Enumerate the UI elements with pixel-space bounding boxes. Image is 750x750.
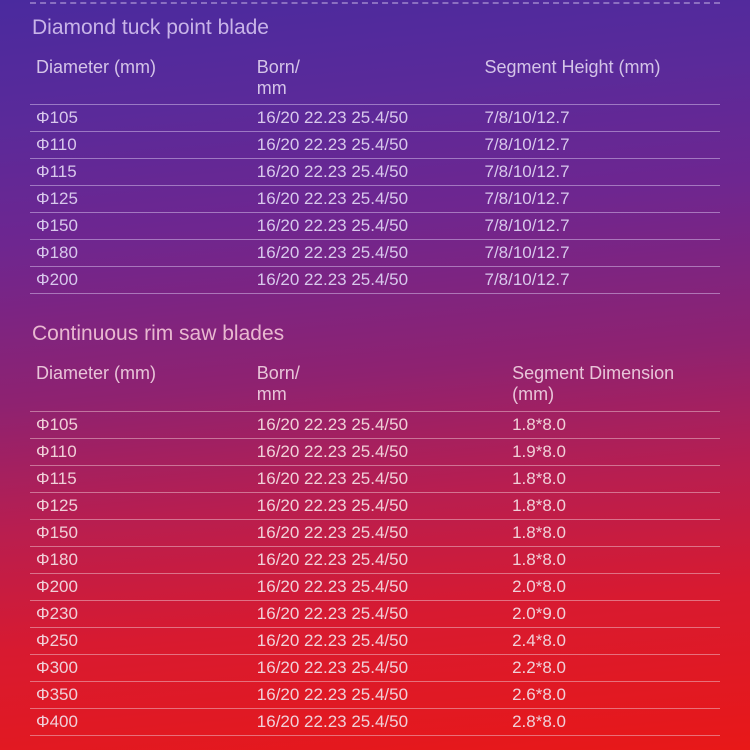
table2-diameter-cell: Φ180	[30, 546, 251, 573]
table2-segment-cell: 2.0*9.0	[506, 600, 720, 627]
table2-segment-cell: 2.0*8.0	[506, 573, 720, 600]
table-row: Φ30016/20 22.23 25.4/502.2*8.0	[30, 654, 720, 681]
table2-header-segment: Segment Dimension (mm)	[506, 360, 720, 411]
table1-diameter-cell: Φ180	[30, 240, 251, 267]
table2-diameter-cell: Φ200	[30, 573, 251, 600]
table-row: Φ23016/20 22.23 25.4/502.0*9.0	[30, 600, 720, 627]
table2-born-cell: 16/20 22.23 25.4/50	[251, 438, 506, 465]
table1-diameter-cell: Φ115	[30, 159, 251, 186]
table1-born-cell: 16/20 22.23 25.4/50	[251, 240, 479, 267]
table2-born-cell: 16/20 22.23 25.4/50	[251, 708, 506, 735]
table2-diameter-cell: Φ125	[30, 492, 251, 519]
table2-diameter-cell: Φ150	[30, 519, 251, 546]
table-row: Φ10516/20 22.23 25.4/501.8*8.0	[30, 411, 720, 438]
table2-born-cell: 16/20 22.23 25.4/50	[251, 627, 506, 654]
table1-born-cell: 16/20 22.23 25.4/50	[251, 159, 479, 186]
table-row: Φ18016/20 22.23 25.4/501.8*8.0	[30, 546, 720, 573]
table2-born-cell: 16/20 22.23 25.4/50	[251, 519, 506, 546]
table-row: Φ15016/20 22.23 25.4/501.8*8.0	[30, 519, 720, 546]
table2-diameter-cell: Φ105	[30, 411, 251, 438]
table1-born-cell: 16/20 22.23 25.4/50	[251, 213, 479, 240]
table2-segment-cell: 1.8*8.0	[506, 519, 720, 546]
table1-header-segment: Segment Height (mm)	[478, 54, 720, 105]
table1-born-cell: 16/20 22.23 25.4/50	[251, 186, 479, 213]
table2-segment-cell: 2.6*8.0	[506, 681, 720, 708]
table-row: Φ20016/20 22.23 25.4/502.0*8.0	[30, 573, 720, 600]
table1-segment-cell: 7/8/10/12.7	[478, 132, 720, 159]
table2-header-row: Diameter (mm) Born/ mm Segment Dimension…	[30, 360, 720, 411]
table2-born-cell: 16/20 22.23 25.4/50	[251, 546, 506, 573]
table-row: Φ11016/20 22.23 25.4/501.9*8.0	[30, 438, 720, 465]
table1-segment-cell: 7/8/10/12.7	[478, 105, 720, 132]
tuck-point-table: Diameter (mm) Born/ mm Segment Height (m…	[30, 54, 720, 294]
table2-diameter-cell: Φ115	[30, 465, 251, 492]
table2-diameter-cell: Φ110	[30, 438, 251, 465]
table1-header-born: Born/ mm	[251, 54, 479, 105]
table2-born-cell: 16/20 22.23 25.4/50	[251, 600, 506, 627]
table-row: Φ11516/20 22.23 25.4/501.8*8.0	[30, 465, 720, 492]
table2-born-cell: 16/20 22.23 25.4/50	[251, 492, 506, 519]
table1-diameter-cell: Φ110	[30, 132, 251, 159]
table2-born-cell: 16/20 22.23 25.4/50	[251, 654, 506, 681]
table2-title: Continuous rim saw blades	[32, 322, 720, 346]
table1-segment-cell: 7/8/10/12.7	[478, 159, 720, 186]
table1-segment-cell: 7/8/10/12.7	[478, 186, 720, 213]
table1-born-cell: 16/20 22.23 25.4/50	[251, 105, 479, 132]
table2-header-born: Born/ mm	[251, 360, 506, 411]
table2-header-diameter: Diameter (mm)	[30, 360, 251, 411]
table2-diameter-cell: Φ400	[30, 708, 251, 735]
table2-diameter-cell: Φ250	[30, 627, 251, 654]
table2-born-cell: 16/20 22.23 25.4/50	[251, 573, 506, 600]
table1-segment-cell: 7/8/10/12.7	[478, 267, 720, 294]
table2-born-cell: 16/20 22.23 25.4/50	[251, 411, 506, 438]
table2-born-cell: 16/20 22.23 25.4/50	[251, 681, 506, 708]
table-row: Φ12516/20 22.23 25.4/501.8*8.0	[30, 492, 720, 519]
table1-segment-cell: 7/8/10/12.7	[478, 240, 720, 267]
table1-diameter-cell: Φ150	[30, 213, 251, 240]
table-row: Φ35016/20 22.23 25.4/502.6*8.0	[30, 681, 720, 708]
continuous-rim-table: Diameter (mm) Born/ mm Segment Dimension…	[30, 360, 720, 735]
table-row: Φ15016/20 22.23 25.4/507/8/10/12.7	[30, 213, 720, 240]
table-row: Φ18016/20 22.23 25.4/507/8/10/12.7	[30, 240, 720, 267]
table1-title: Diamond tuck point blade	[32, 16, 720, 40]
table2-born-cell: 16/20 22.23 25.4/50	[251, 465, 506, 492]
table1-header-row: Diameter (mm) Born/ mm Segment Height (m…	[30, 54, 720, 105]
table1-diameter-cell: Φ200	[30, 267, 251, 294]
table-row: Φ12516/20 22.23 25.4/507/8/10/12.7	[30, 186, 720, 213]
table1-born-cell: 16/20 22.23 25.4/50	[251, 267, 479, 294]
table2-diameter-cell: Φ300	[30, 654, 251, 681]
table2-segment-cell: 1.8*8.0	[506, 465, 720, 492]
table-row: Φ11516/20 22.23 25.4/507/8/10/12.7	[30, 159, 720, 186]
table2-segment-cell: 1.8*8.0	[506, 546, 720, 573]
table-row: Φ10516/20 22.23 25.4/507/8/10/12.7	[30, 105, 720, 132]
table1-diameter-cell: Φ105	[30, 105, 251, 132]
table2-segment-cell: 2.8*8.0	[506, 708, 720, 735]
table2-segment-cell: 1.8*8.0	[506, 492, 720, 519]
table-row: Φ20016/20 22.23 25.4/507/8/10/12.7	[30, 267, 720, 294]
table2-diameter-cell: Φ350	[30, 681, 251, 708]
table2-segment-cell: 1.9*8.0	[506, 438, 720, 465]
table2-segment-cell: 1.8*8.0	[506, 411, 720, 438]
table1-diameter-cell: Φ125	[30, 186, 251, 213]
table1-header-diameter: Diameter (mm)	[30, 54, 251, 105]
top-dashed-divider	[30, 2, 720, 4]
table2-segment-cell: 2.2*8.0	[506, 654, 720, 681]
table2-diameter-cell: Φ230	[30, 600, 251, 627]
table1-segment-cell: 7/8/10/12.7	[478, 213, 720, 240]
table-row: Φ40016/20 22.23 25.4/502.8*8.0	[30, 708, 720, 735]
table-row: Φ25016/20 22.23 25.4/502.4*8.0	[30, 627, 720, 654]
table1-born-cell: 16/20 22.23 25.4/50	[251, 132, 479, 159]
table2-segment-cell: 2.4*8.0	[506, 627, 720, 654]
table-row: Φ11016/20 22.23 25.4/507/8/10/12.7	[30, 132, 720, 159]
